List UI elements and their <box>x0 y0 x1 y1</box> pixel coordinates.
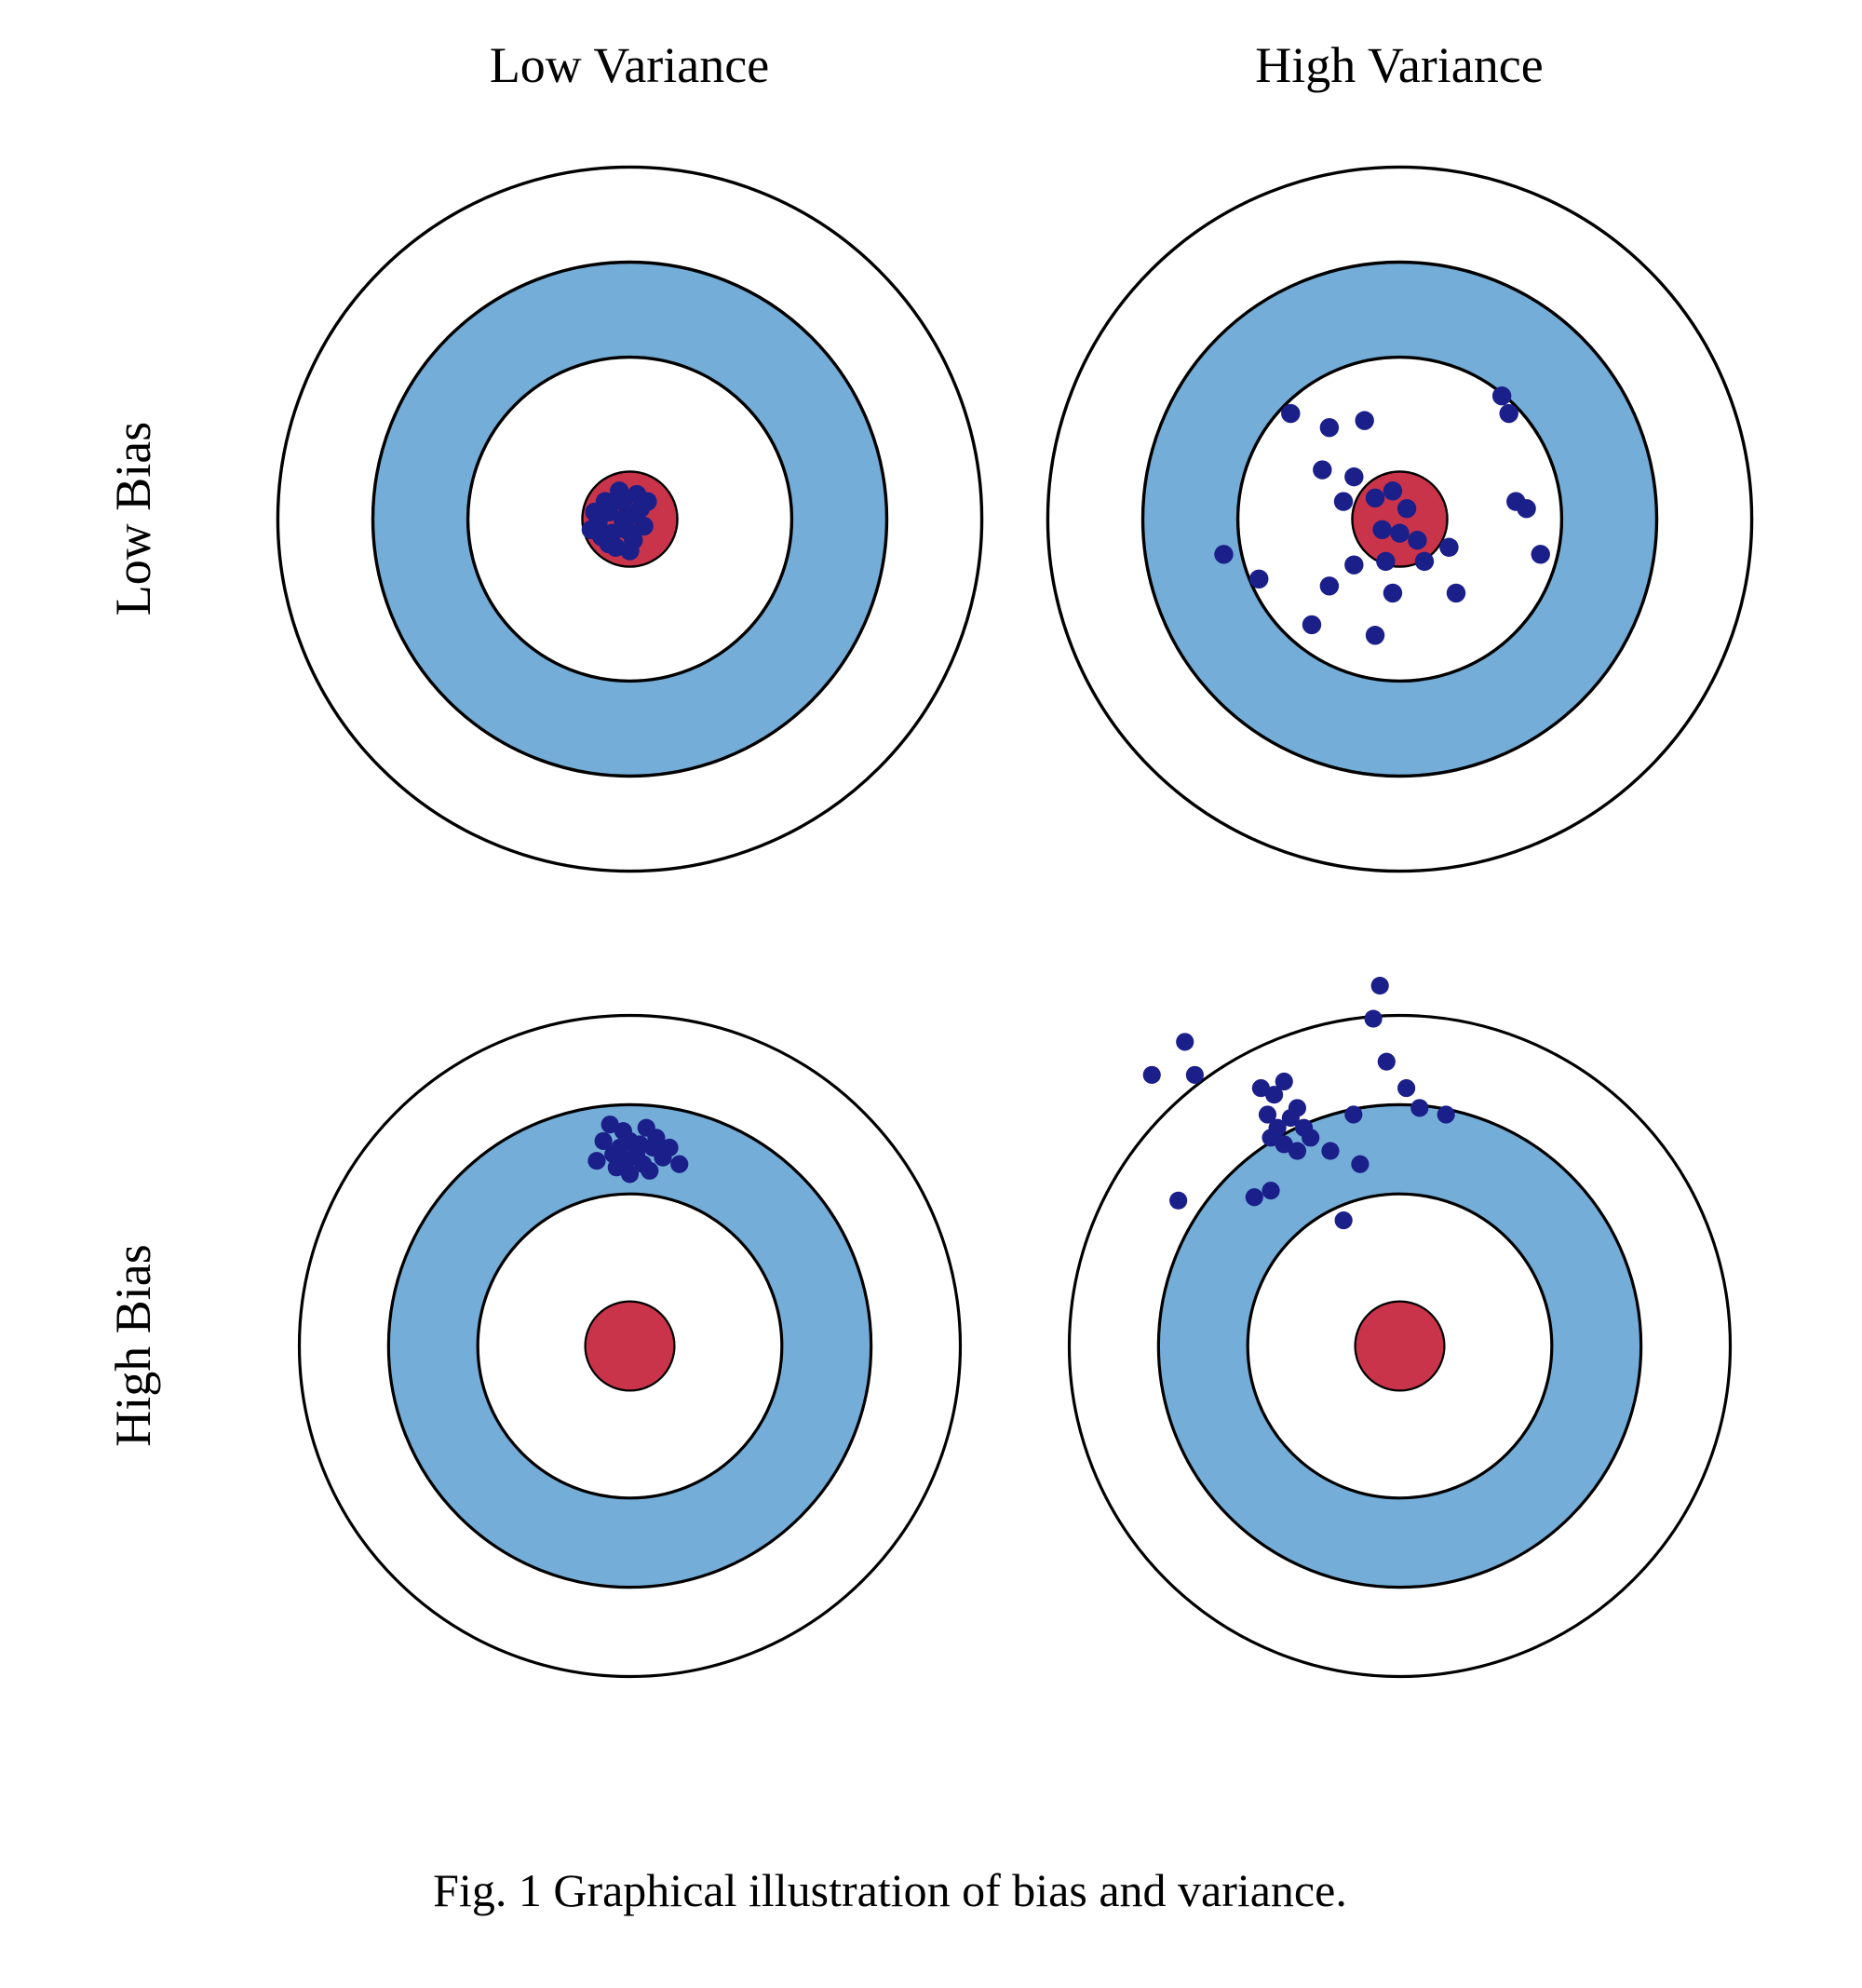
prediction-dot <box>594 1131 613 1150</box>
prediction-dot <box>1439 537 1459 557</box>
row-label-low-bias: Low Bias <box>105 421 161 616</box>
prediction-dot <box>630 1135 649 1154</box>
target-high-bias-high-variance <box>1067 976 1733 1679</box>
prediction-dot <box>1142 1065 1161 1084</box>
prediction-dot <box>1281 403 1301 424</box>
figure-caption: Fig. 1 Graphical illustration of bias an… <box>433 1864 1347 1916</box>
prediction-dot <box>1245 1188 1263 1207</box>
prediction-dot <box>1319 576 1340 596</box>
prediction-dot <box>634 516 654 536</box>
prediction-dot <box>1344 555 1364 575</box>
prediction-dot <box>1176 1033 1194 1051</box>
prediction-dot <box>1408 530 1427 550</box>
prediction-dot <box>1410 1099 1429 1117</box>
prediction-dot <box>1281 1108 1300 1128</box>
prediction-dot <box>1372 520 1392 540</box>
prediction-dot <box>1169 1191 1188 1210</box>
target-high-bias-low-variance <box>297 1013 963 1679</box>
prediction-dot <box>613 509 633 529</box>
bullseye <box>1354 1300 1446 1392</box>
prediction-dot <box>599 534 619 554</box>
prediction-dot <box>609 481 629 501</box>
prediction-dot <box>660 1138 679 1157</box>
target-low-bias-high-variance <box>1046 165 1754 873</box>
column-label-high-variance: High Variance <box>1255 37 1544 93</box>
prediction-dot <box>1390 523 1410 543</box>
prediction-dot <box>1265 1086 1284 1104</box>
prediction-dot <box>1258 1105 1277 1124</box>
prediction-dot <box>1313 460 1332 480</box>
column-label-low-variance: Low Variance <box>489 37 770 93</box>
prediction-dot <box>670 1155 689 1173</box>
prediction-dot <box>1377 1052 1396 1071</box>
prediction-dot <box>1355 411 1374 430</box>
prediction-dot <box>1302 615 1322 635</box>
prediction-dot <box>611 1138 629 1157</box>
prediction-dot <box>1262 1129 1280 1147</box>
prediction-dot <box>1370 976 1389 995</box>
prediction-dot <box>1251 1079 1270 1098</box>
prediction-dot <box>1214 545 1234 564</box>
prediction-dot <box>1383 481 1403 501</box>
prediction-dot <box>1397 1079 1416 1098</box>
prediction-dot <box>1351 1155 1370 1173</box>
prediction-dot <box>1319 417 1340 438</box>
prediction-dot <box>1321 1142 1340 1160</box>
prediction-dot <box>1185 1065 1204 1084</box>
prediction-dot <box>587 1152 606 1170</box>
prediction-dot <box>1275 1135 1293 1154</box>
bullseye <box>584 1300 676 1392</box>
prediction-dot <box>620 541 640 561</box>
prediction-dot <box>617 1152 636 1170</box>
prediction-dot <box>641 1161 659 1180</box>
prediction-dot <box>638 492 657 511</box>
prediction-dot <box>1275 1072 1293 1091</box>
prediction-dot <box>1531 545 1550 564</box>
target-low-bias-low-variance <box>276 165 984 873</box>
prediction-dot <box>581 520 601 540</box>
prediction-dot <box>1344 1105 1363 1124</box>
prediction-dot <box>1414 551 1435 572</box>
prediction-dot <box>1249 569 1269 588</box>
prediction-dot <box>1517 498 1536 519</box>
prediction-dot <box>1365 626 1385 645</box>
prediction-dot <box>1302 1129 1320 1147</box>
prediction-dot <box>1365 488 1385 508</box>
prediction-dot <box>614 1122 632 1141</box>
prediction-dot <box>1446 583 1466 603</box>
prediction-dot <box>1334 1211 1353 1230</box>
prediction-dot <box>1364 1009 1383 1028</box>
prediction-dot <box>1333 492 1354 511</box>
prediction-dot <box>600 1116 619 1134</box>
prediction-dot <box>1344 467 1364 487</box>
prediction-dot <box>1288 1142 1307 1160</box>
prediction-dot <box>585 502 604 522</box>
prediction-dot <box>1383 583 1403 603</box>
prediction-dot <box>1437 1105 1455 1124</box>
prediction-dot <box>1499 403 1518 424</box>
prediction-dot <box>1262 1182 1280 1200</box>
row-label-high-bias: High Bias <box>105 1244 161 1447</box>
prediction-dot <box>1376 551 1396 572</box>
prediction-dot <box>1491 385 1512 406</box>
prediction-dot <box>1396 498 1417 519</box>
prediction-dot <box>647 1129 666 1147</box>
